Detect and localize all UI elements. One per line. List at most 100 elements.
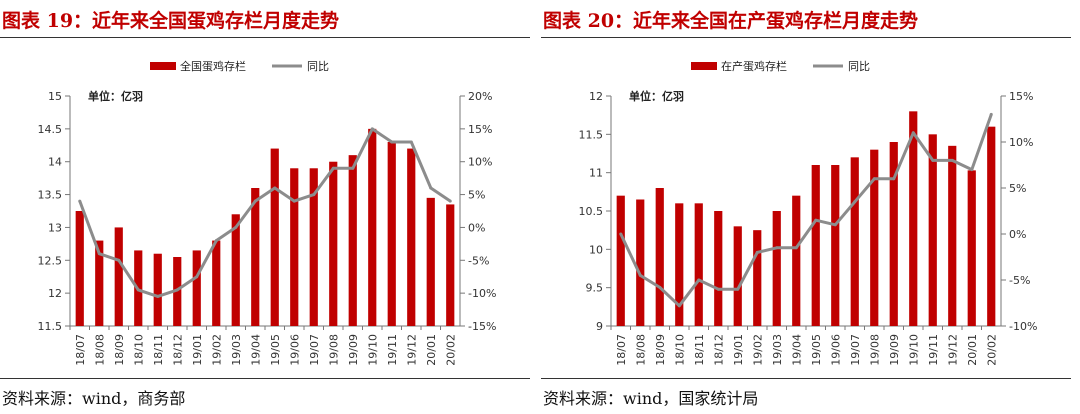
left-axis-tick-label: 11 <box>589 167 603 180</box>
bar <box>251 188 260 326</box>
yoy-line-point <box>853 200 857 204</box>
right-axis-tick-label: 5% <box>468 189 485 202</box>
x-axis-tick-label: 20/01 <box>966 334 979 366</box>
x-axis-tick-label: 19/01 <box>732 334 745 366</box>
source-divider <box>0 378 530 379</box>
left-axis-tick-label: 14 <box>48 156 62 169</box>
x-axis-tick-label: 19/04 <box>790 334 803 366</box>
bar <box>753 230 762 326</box>
x-axis-tick-label: 19/10 <box>366 334 379 366</box>
left-axis-tick-label: 10 <box>589 243 603 256</box>
x-axis-tick-label: 18/10 <box>132 334 145 366</box>
bar <box>616 195 625 326</box>
yoy-line-point <box>351 166 355 170</box>
x-axis-tick-label: 19/01 <box>191 334 204 366</box>
yoy-line-point <box>214 239 218 243</box>
source-divider <box>541 378 1071 379</box>
x-axis-tick-label: 18/07 <box>615 334 628 366</box>
yoy-line <box>78 127 452 298</box>
yoy-line-point <box>390 140 394 144</box>
bar <box>772 211 781 326</box>
bar <box>173 257 182 326</box>
x-axis-tick-label: 19/08 <box>868 334 881 366</box>
yoy-line-point <box>292 199 296 203</box>
x-axis-tick-label: 19/07 <box>308 334 321 366</box>
bar <box>948 145 957 326</box>
yoy-line-point <box>970 168 974 172</box>
yoy-line-point <box>156 294 160 298</box>
yoy-line-point <box>409 140 413 144</box>
right-axis-tick-label: -10% <box>1009 320 1037 333</box>
yoy-line-point <box>775 246 779 250</box>
x-axis-tick-label: 19/03 <box>230 334 243 366</box>
x-axis-tick-label: 19/09 <box>888 334 901 366</box>
source-note: 资料来源：wind，商务部 <box>2 389 186 408</box>
yoy-line-point <box>755 250 759 254</box>
left-axis-tick-label: 12 <box>589 90 603 103</box>
right-axis-tick-label: -15% <box>468 320 496 333</box>
x-axis-tick-label: 19/02 <box>210 334 223 366</box>
x-axis-tick-label: 18/11 <box>693 334 706 366</box>
yoy-line-point <box>273 186 277 190</box>
right-axis-tick-label: 10% <box>468 156 492 169</box>
yoy-line-point <box>950 158 954 162</box>
bar <box>368 128 377 326</box>
x-axis-tick-label: 19/04 <box>249 334 262 366</box>
bar <box>426 197 435 326</box>
bar <box>329 161 338 326</box>
x-axis-tick-label: 19/03 <box>771 334 784 366</box>
right-axis-tick-label: 10% <box>1009 136 1033 149</box>
bar <box>95 240 104 326</box>
legend-bar-swatch <box>691 62 717 70</box>
bar <box>75 211 84 326</box>
bar <box>792 195 801 326</box>
x-axis-tick-label: 18/12 <box>171 334 184 366</box>
yoy-line-point <box>175 288 179 292</box>
bar <box>909 111 918 326</box>
x-axis-tick-label: 18/10 <box>673 334 686 366</box>
legend: 在产蛋鸡存栏 同比 <box>691 59 870 73</box>
x-axis-tick-label: 20/02 <box>444 334 457 366</box>
bar <box>733 226 742 326</box>
x-axis-tick-label: 18/09 <box>113 334 126 366</box>
x-axis-tick-label: 18/11 <box>152 334 165 366</box>
right-axis-tick-label: 5% <box>1009 182 1026 195</box>
yoy-line-point <box>195 275 199 279</box>
yoy-line-point <box>931 158 935 162</box>
x-axis-tick-label: 18/09 <box>654 334 667 366</box>
left-axis-tick-label: 11.5 <box>38 320 63 333</box>
left-axis-tick-label: 11.5 <box>579 128 604 141</box>
right-axis-tick-label: 0% <box>468 221 485 234</box>
yoy-line-point <box>117 258 121 262</box>
yoy-line-point <box>911 131 915 135</box>
bar <box>928 134 937 326</box>
yoy-line-point <box>234 225 238 229</box>
bar <box>114 227 123 326</box>
yoy-line-point <box>638 273 642 277</box>
right-axis-tick-label: 0% <box>1009 228 1026 241</box>
x-axis-tick-label: 19/12 <box>405 334 418 366</box>
yoy-line-point <box>736 287 740 291</box>
bar <box>192 250 201 326</box>
bar <box>870 149 879 326</box>
bar <box>714 211 723 326</box>
legend: 全国蛋鸡存栏 同比 <box>150 59 329 73</box>
yoy-line-point <box>253 199 257 203</box>
left-axis-tick-label: 13 <box>48 221 62 234</box>
yoy-line-point <box>872 177 876 181</box>
right-axis-tick-label: -10% <box>468 287 496 300</box>
legend-line-label: 同比 <box>307 60 329 73</box>
bar <box>348 155 357 326</box>
yoy-line-point <box>97 252 101 256</box>
yoy-line-point <box>794 246 798 250</box>
yoy-line-point <box>892 177 896 181</box>
bar <box>811 165 820 326</box>
bar <box>309 168 318 326</box>
right-axis-tick-label: 15% <box>1009 90 1033 103</box>
left-axis-tick-label: 13.5 <box>38 189 63 202</box>
yoy-line-point <box>677 304 681 308</box>
x-axis-tick-label: 19/02 <box>751 334 764 366</box>
left-axis-tick-label: 12.5 <box>38 254 63 267</box>
bar <box>212 240 221 326</box>
